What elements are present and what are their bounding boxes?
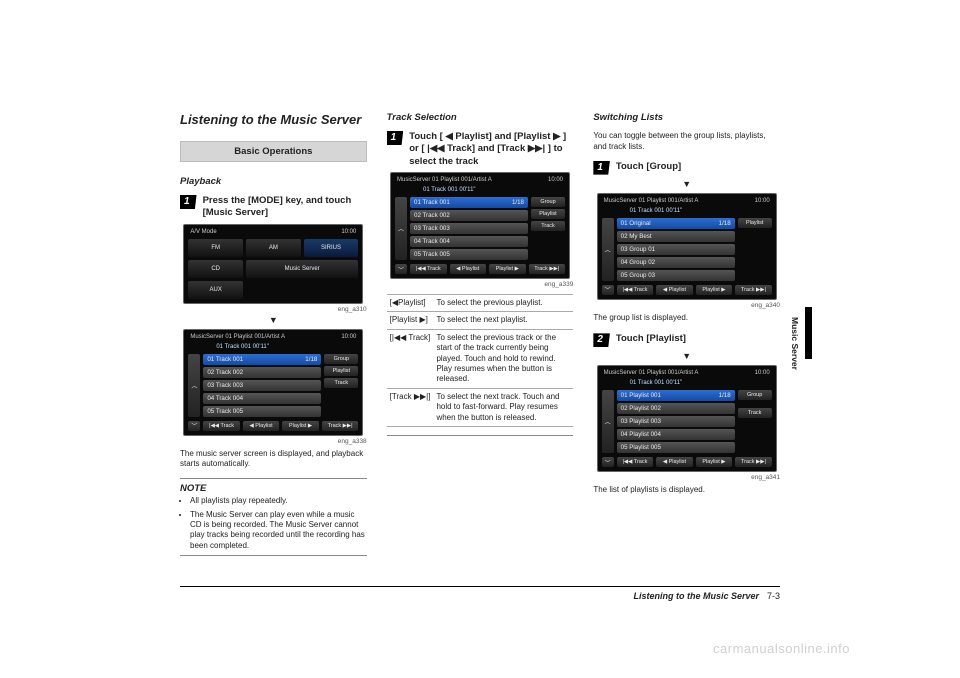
- page-footer: Listening to the Music Server 7-3: [180, 586, 780, 601]
- footer-page-number: 7-3: [767, 591, 780, 601]
- down-arrow-icon: ▼: [593, 179, 780, 189]
- note-item: All playlists play repeatedly.: [190, 496, 367, 506]
- track-selection-heading: Track Selection: [387, 112, 574, 123]
- note-list: All playlists play repeatedly. The Music…: [180, 496, 367, 551]
- screenshot-playlist-list: MusicServer 01 Playlist 001/Artist A10:0…: [597, 365, 777, 472]
- watermark: carmanualsonline.info: [713, 641, 850, 656]
- caption-a310: eng_a310: [180, 306, 367, 313]
- down-arrow-icon: ▼: [180, 315, 367, 325]
- column-2: Track Selection 1 Touch [ ◀ Playlist] an…: [387, 112, 574, 572]
- step-number-2: 2: [593, 333, 610, 347]
- group-list-description: The group list is displayed.: [593, 313, 780, 324]
- down-arrow-icon: ▼: [593, 351, 780, 361]
- step-1-col1: 1 Press the [MODE] key, and touch [Music…: [180, 195, 367, 220]
- screenshot-track-selection: MusicServer 01 Playlist 001/Artist A10:0…: [390, 172, 570, 279]
- screenshot-music-server-list: MusicServer 01 Playlist 001/Artist A10:0…: [183, 329, 363, 436]
- footer-title: Listening to the Music Server: [633, 591, 759, 601]
- step-1-col3-text: Touch [Group]: [616, 161, 681, 173]
- playback-description: The music server screen is displayed, an…: [180, 449, 367, 471]
- step-2-col3-text: Touch [Playlist]: [616, 333, 686, 345]
- switching-lists-heading: Switching Lists: [593, 112, 780, 123]
- section-basic-operations: Basic Operations: [180, 141, 367, 162]
- column-1: Listening to the Music Server Basic Oper…: [180, 112, 367, 572]
- playback-heading: Playback: [180, 176, 367, 187]
- side-tab-label: Music Server: [790, 317, 800, 370]
- step-number-1: 1: [180, 195, 197, 209]
- step-1-col1-text: Press the [MODE] key, and touch [Music S…: [203, 195, 367, 220]
- step-number-1: 1: [387, 131, 404, 145]
- playlist-list-description: The list of playlists is displayed.: [593, 485, 780, 496]
- step-2-col3: 2 Touch [Playlist]: [593, 333, 780, 347]
- caption-a341: eng_a341: [593, 474, 780, 481]
- chevron-down-icon: ﹀: [188, 421, 200, 431]
- step-1-col3: 1 Touch [Group]: [593, 161, 780, 175]
- page-content: Listening to the Music Server Basic Oper…: [180, 112, 780, 572]
- caption-a340: eng_a340: [593, 302, 780, 309]
- step-1-col2: 1 Touch [ ◀ Playlist] and [Playlist ▶ ] …: [387, 131, 574, 168]
- caption-a338: eng_a338: [180, 438, 367, 445]
- switching-lists-intro: You can toggle between the group lists, …: [593, 131, 780, 153]
- page-title: Listening to the Music Server: [180, 112, 367, 127]
- step-1-col2-text: Touch [ ◀ Playlist] and [Playlist ▶ ] or…: [409, 131, 573, 168]
- note-item: The Music Server can play even while a m…: [190, 510, 367, 552]
- screenshot-av-mode: A/V Mode10:00 FM AM SIRIUS CD Music Serv…: [183, 224, 363, 304]
- chevron-up-icon: ︿: [188, 354, 200, 417]
- screenshot-group-list: MusicServer 01 Playlist 001/Artist A10:0…: [597, 193, 777, 300]
- column-3: Switching Lists You can toggle between t…: [593, 112, 780, 572]
- note-heading: NOTE: [180, 478, 367, 494]
- caption-a339: eng_a339: [387, 281, 574, 288]
- step-number-1: 1: [593, 161, 610, 175]
- section-tab-marker: [805, 307, 812, 359]
- controls-table: [◀Playlist]To select the previous playli…: [387, 294, 574, 427]
